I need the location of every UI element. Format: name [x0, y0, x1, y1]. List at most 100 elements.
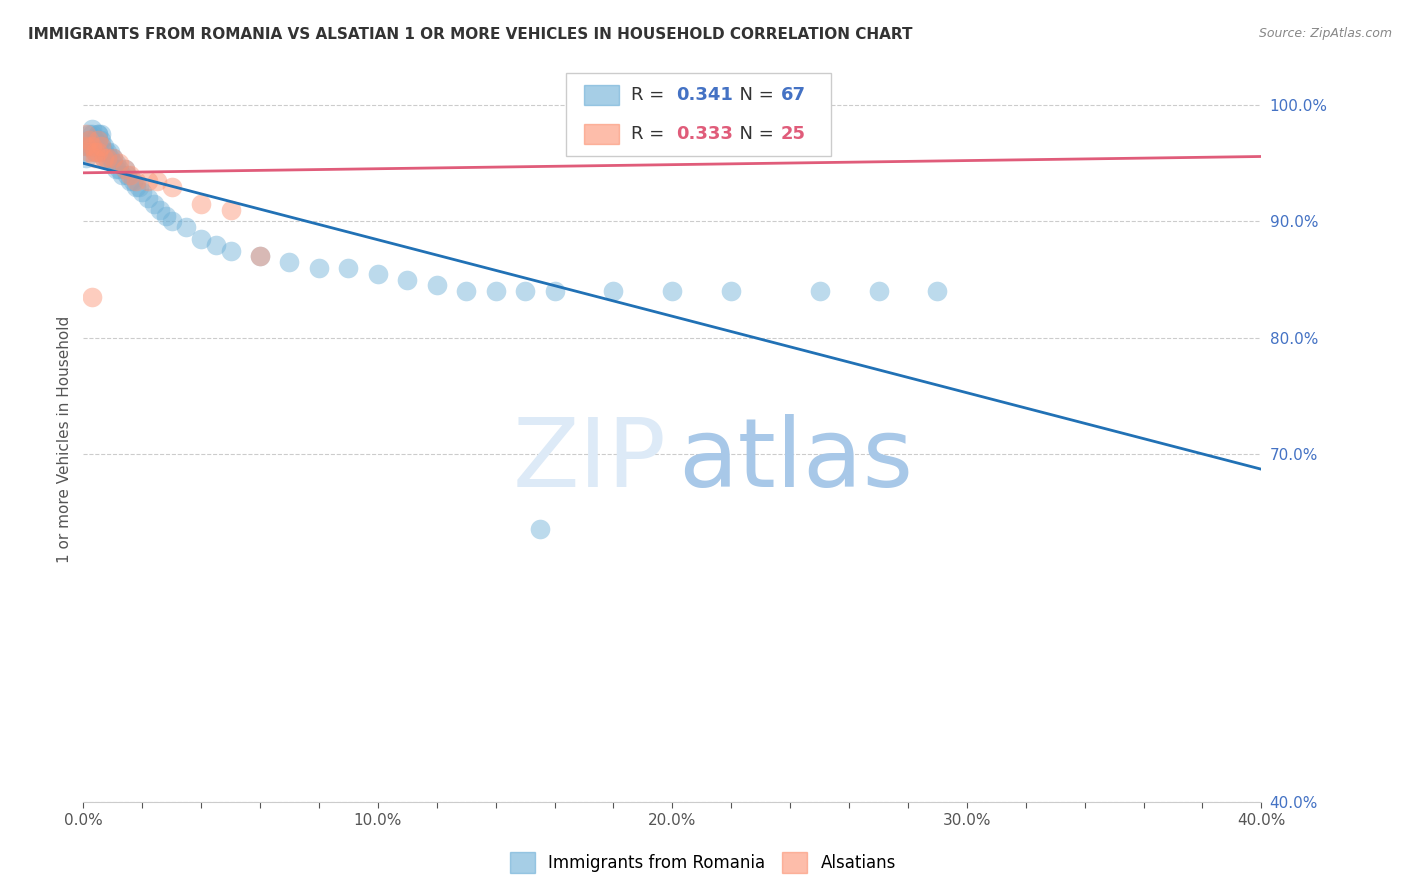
Point — [90, 133, 112, 147]
Point — [90, 128, 112, 142]
Point — [602, 284, 624, 298]
Point — [720, 284, 742, 298]
FancyBboxPatch shape — [567, 73, 831, 156]
Point — [190, 232, 212, 246]
Point — [104, 156, 127, 170]
Text: 25: 25 — [780, 125, 806, 143]
Point — [82, 121, 104, 136]
Point — [101, 156, 124, 170]
Point — [136, 174, 159, 188]
Point — [110, 168, 132, 182]
Point — [82, 290, 104, 304]
Point — [149, 202, 172, 217]
Point — [82, 133, 104, 147]
Point — [93, 139, 115, 153]
Point — [107, 162, 129, 177]
Point — [661, 284, 683, 298]
Point — [82, 139, 104, 153]
Point — [131, 186, 153, 200]
Bar — [583, 124, 619, 144]
Point — [143, 197, 166, 211]
Point — [77, 139, 100, 153]
Point — [96, 151, 118, 165]
Point — [101, 151, 124, 165]
Text: R =: R = — [631, 87, 671, 104]
Point — [120, 174, 142, 188]
Point — [219, 244, 242, 258]
Point — [75, 128, 97, 142]
Point — [84, 151, 107, 165]
Text: R =: R = — [631, 125, 671, 143]
Point — [120, 168, 142, 182]
Text: IMMIGRANTS FROM ROMANIA VS ALSATIAN 1 OR MORE VEHICLES IN HOUSEHOLD CORRELATION : IMMIGRANTS FROM ROMANIA VS ALSATIAN 1 OR… — [28, 27, 912, 42]
Point — [529, 522, 551, 536]
Point — [77, 133, 100, 147]
Point — [104, 162, 127, 177]
Point — [308, 260, 330, 275]
Text: 0.341: 0.341 — [676, 87, 733, 104]
Point — [205, 237, 228, 252]
Point — [87, 139, 110, 153]
Text: N =: N = — [728, 125, 779, 143]
Point — [77, 133, 100, 147]
Point — [75, 151, 97, 165]
Point — [93, 151, 115, 165]
Point — [84, 139, 107, 153]
Text: 0.333: 0.333 — [676, 125, 733, 143]
Point — [396, 272, 419, 286]
Point — [176, 220, 198, 235]
Point — [84, 133, 107, 147]
Point — [96, 151, 118, 165]
Point — [98, 151, 121, 165]
Point — [249, 249, 271, 263]
Point — [219, 202, 242, 217]
Point — [125, 179, 148, 194]
Point — [98, 145, 121, 159]
Point — [93, 151, 115, 165]
Y-axis label: 1 or more Vehicles in Household: 1 or more Vehicles in Household — [58, 316, 72, 563]
Point — [75, 145, 97, 159]
Point — [77, 128, 100, 142]
Text: N =: N = — [728, 87, 779, 104]
Point — [456, 284, 478, 298]
Point — [90, 139, 112, 153]
Bar — [583, 85, 619, 105]
Point — [87, 145, 110, 159]
Point — [75, 139, 97, 153]
Point — [868, 284, 890, 298]
Point — [125, 174, 148, 188]
Point — [136, 191, 159, 205]
Point — [278, 255, 301, 269]
Point — [84, 145, 107, 159]
Point — [543, 284, 565, 298]
Point — [114, 162, 136, 177]
Point — [808, 284, 831, 298]
Point — [93, 145, 115, 159]
Legend: Immigrants from Romania, Alsatians: Immigrants from Romania, Alsatians — [503, 846, 903, 880]
Text: 67: 67 — [780, 87, 806, 104]
Point — [927, 284, 949, 298]
Text: atlas: atlas — [678, 415, 914, 508]
Point — [107, 156, 129, 170]
Point — [75, 139, 97, 153]
Point — [84, 145, 107, 159]
Point — [87, 128, 110, 142]
Text: Source: ZipAtlas.com: Source: ZipAtlas.com — [1258, 27, 1392, 40]
Point — [190, 197, 212, 211]
Point — [426, 278, 449, 293]
Point — [122, 174, 145, 188]
Point — [337, 260, 360, 275]
Point — [82, 128, 104, 142]
Point — [87, 133, 110, 147]
Point — [146, 174, 169, 188]
Point — [485, 284, 508, 298]
Text: ZIP: ZIP — [513, 415, 666, 508]
Point — [160, 179, 183, 194]
Point — [117, 168, 139, 182]
Point — [155, 209, 177, 223]
Point — [367, 267, 389, 281]
Point — [513, 284, 536, 298]
Point — [96, 145, 118, 159]
Point — [128, 179, 150, 194]
Point — [101, 151, 124, 165]
